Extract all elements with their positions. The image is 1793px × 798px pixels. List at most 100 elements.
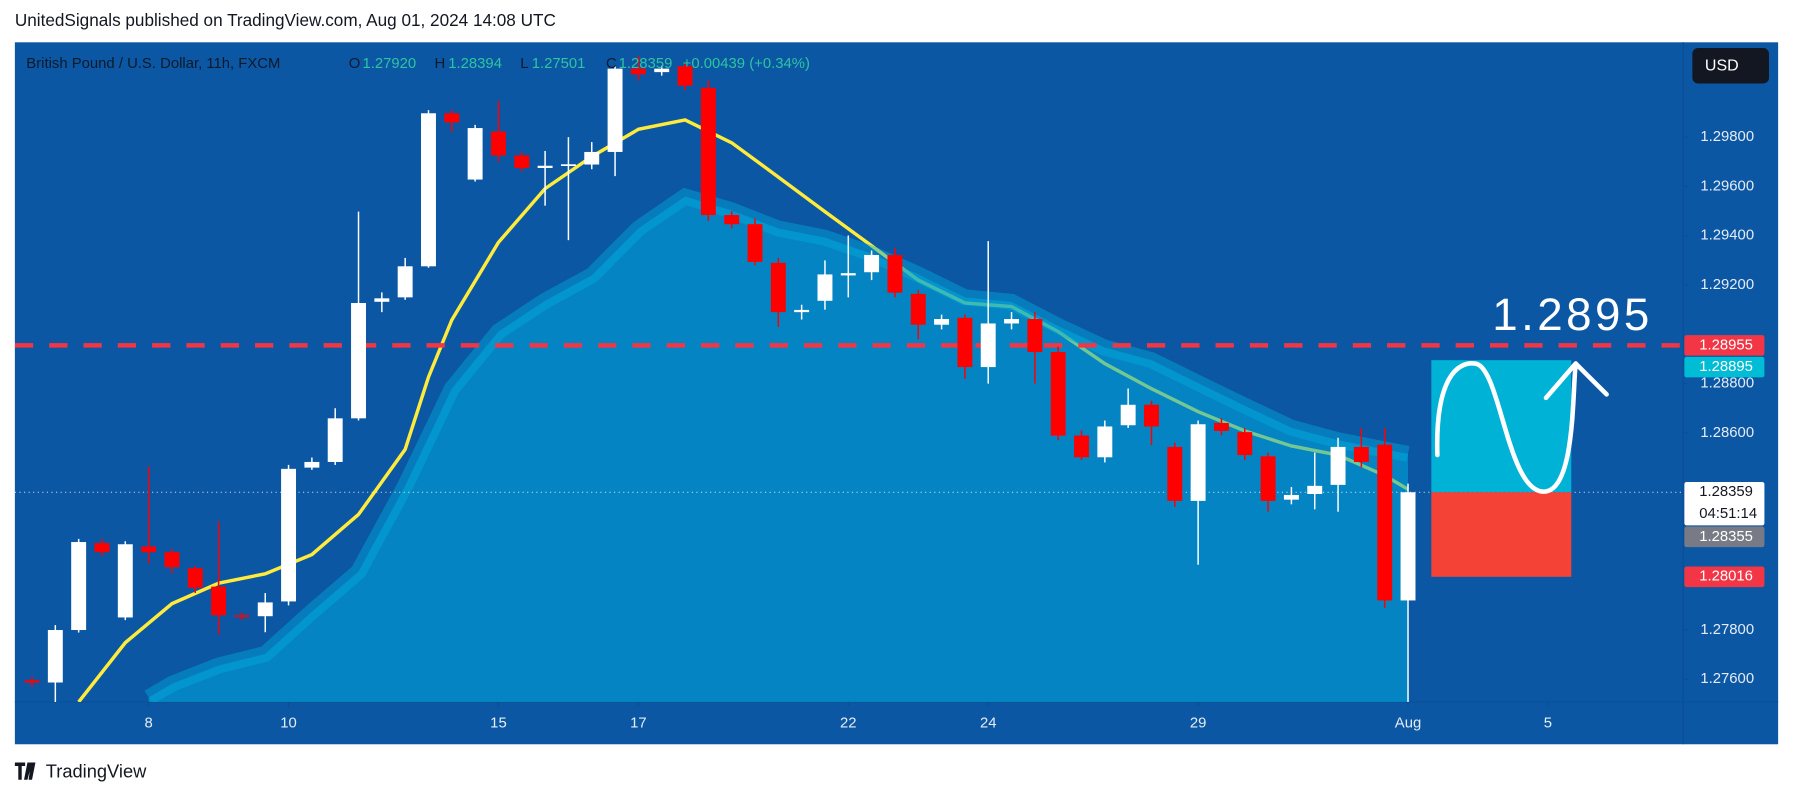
candle-body <box>1353 446 1369 462</box>
candle-body <box>607 68 623 152</box>
candle-body <box>1377 444 1393 601</box>
candle-body <box>281 468 297 602</box>
publisher-line: UnitedSignals published on TradingView.c… <box>15 10 556 30</box>
candle-body <box>164 552 180 568</box>
candle-body <box>1213 423 1229 431</box>
legend-low: 1.27501 <box>532 56 586 72</box>
footer-brand: TradingView <box>46 761 147 782</box>
legend-h-label: H <box>435 56 446 72</box>
band-area <box>148 196 1409 702</box>
candle-body <box>1027 319 1043 353</box>
candle-body <box>1144 404 1159 427</box>
candle-body <box>71 542 87 631</box>
candle-body <box>864 254 880 273</box>
legend-o-label: O <box>349 56 361 72</box>
overlay: 1.2895 British Pound / U.S. Dollar, 11h, … <box>26 56 1652 494</box>
legend-high: 1.28394 <box>448 56 502 72</box>
candle-body <box>1004 319 1020 324</box>
legend-change: +0.00439 (+0.34%) <box>683 56 810 72</box>
candle-body <box>957 317 973 368</box>
price-label-box <box>1684 481 1765 526</box>
candle-body <box>1050 352 1066 436</box>
y-tick-label: 1.28800 <box>1700 376 1754 392</box>
y-tick-label: 1.27600 <box>1700 671 1754 687</box>
candle-body <box>211 586 227 616</box>
price-label: 1.28355 <box>1699 529 1753 545</box>
y-tick-label: 1.29400 <box>1700 228 1754 244</box>
x-tick-label: 22 <box>840 716 857 732</box>
countdown: 04:51:14 <box>1699 506 1757 522</box>
x-tick-label: 15 <box>490 716 507 732</box>
y-tick-label: 1.28600 <box>1700 425 1754 441</box>
price-label: 1.28895 <box>1699 359 1753 375</box>
x-tick-label: 8 <box>144 716 152 732</box>
candle-body <box>1097 426 1113 458</box>
target-zone <box>1431 360 1572 493</box>
candle-body <box>794 309 810 313</box>
candle-body <box>257 602 273 617</box>
candle-body <box>467 128 483 180</box>
candle-body <box>747 224 763 262</box>
candle-body <box>1307 485 1323 494</box>
candle-body <box>560 164 576 166</box>
candle-body <box>840 273 856 276</box>
candle-body <box>490 131 506 156</box>
arrow-head <box>1543 361 1609 401</box>
y-tick-label: 1.27800 <box>1700 622 1754 638</box>
candle-body <box>910 293 926 325</box>
candle-body <box>47 630 63 683</box>
footer-logo <box>14 762 36 780</box>
price-label: 1.28359 <box>1699 484 1753 500</box>
candle-body <box>817 274 833 301</box>
candle-body <box>934 319 950 325</box>
candle-body <box>724 215 740 225</box>
price-label: 1.28016 <box>1699 569 1753 585</box>
candle-body <box>444 113 460 123</box>
candle-body <box>374 298 390 302</box>
candle-body <box>304 461 320 468</box>
candle-body <box>887 254 903 293</box>
annotation: 1.2895 <box>1492 289 1652 340</box>
candle-body <box>234 615 250 617</box>
candle-body <box>1400 492 1416 601</box>
candle-body <box>421 113 436 267</box>
price-label-box <box>1684 566 1765 588</box>
y-tick-label: 1.29200 <box>1700 277 1754 293</box>
candle-body <box>537 165 553 168</box>
candle-body <box>630 68 646 75</box>
y-tick-label: 1.29800 <box>1700 129 1754 145</box>
price-label: 1.28955 <box>1699 337 1753 353</box>
candle-body <box>1167 446 1183 501</box>
candle-body <box>351 303 366 419</box>
candle-body <box>1283 494 1299 500</box>
legend-c-label: C <box>606 56 617 72</box>
candle-body <box>327 418 343 462</box>
candle-body <box>1330 446 1346 485</box>
candle-body <box>700 87 716 216</box>
legend-open: 1.27920 <box>362 56 416 72</box>
candle-body <box>514 155 530 168</box>
x-tick-label: 5 <box>1544 716 1552 732</box>
candle-body <box>117 544 133 618</box>
price-label-box <box>1684 526 1765 548</box>
x-tick-label: 10 <box>280 716 297 732</box>
x-tick-label: 29 <box>1190 716 1207 732</box>
price-label-box <box>1684 335 1765 356</box>
band-edge <box>144 187 1410 702</box>
logo-icon <box>14 762 36 780</box>
candle-body <box>141 546 157 553</box>
wave-arrow <box>1435 361 1579 494</box>
currency-button[interactable] <box>1692 48 1769 84</box>
candle-body <box>980 323 996 368</box>
candle-body <box>1190 424 1206 501</box>
plot <box>14 55 1684 702</box>
candle-body <box>677 66 693 86</box>
candle-body <box>1120 404 1136 426</box>
y-tick-label: 1.29600 <box>1700 178 1754 194</box>
price-label-box <box>1684 356 1765 378</box>
legend-l-label: L <box>520 56 528 72</box>
candle-body <box>584 151 600 165</box>
candle-body <box>1237 432 1253 456</box>
